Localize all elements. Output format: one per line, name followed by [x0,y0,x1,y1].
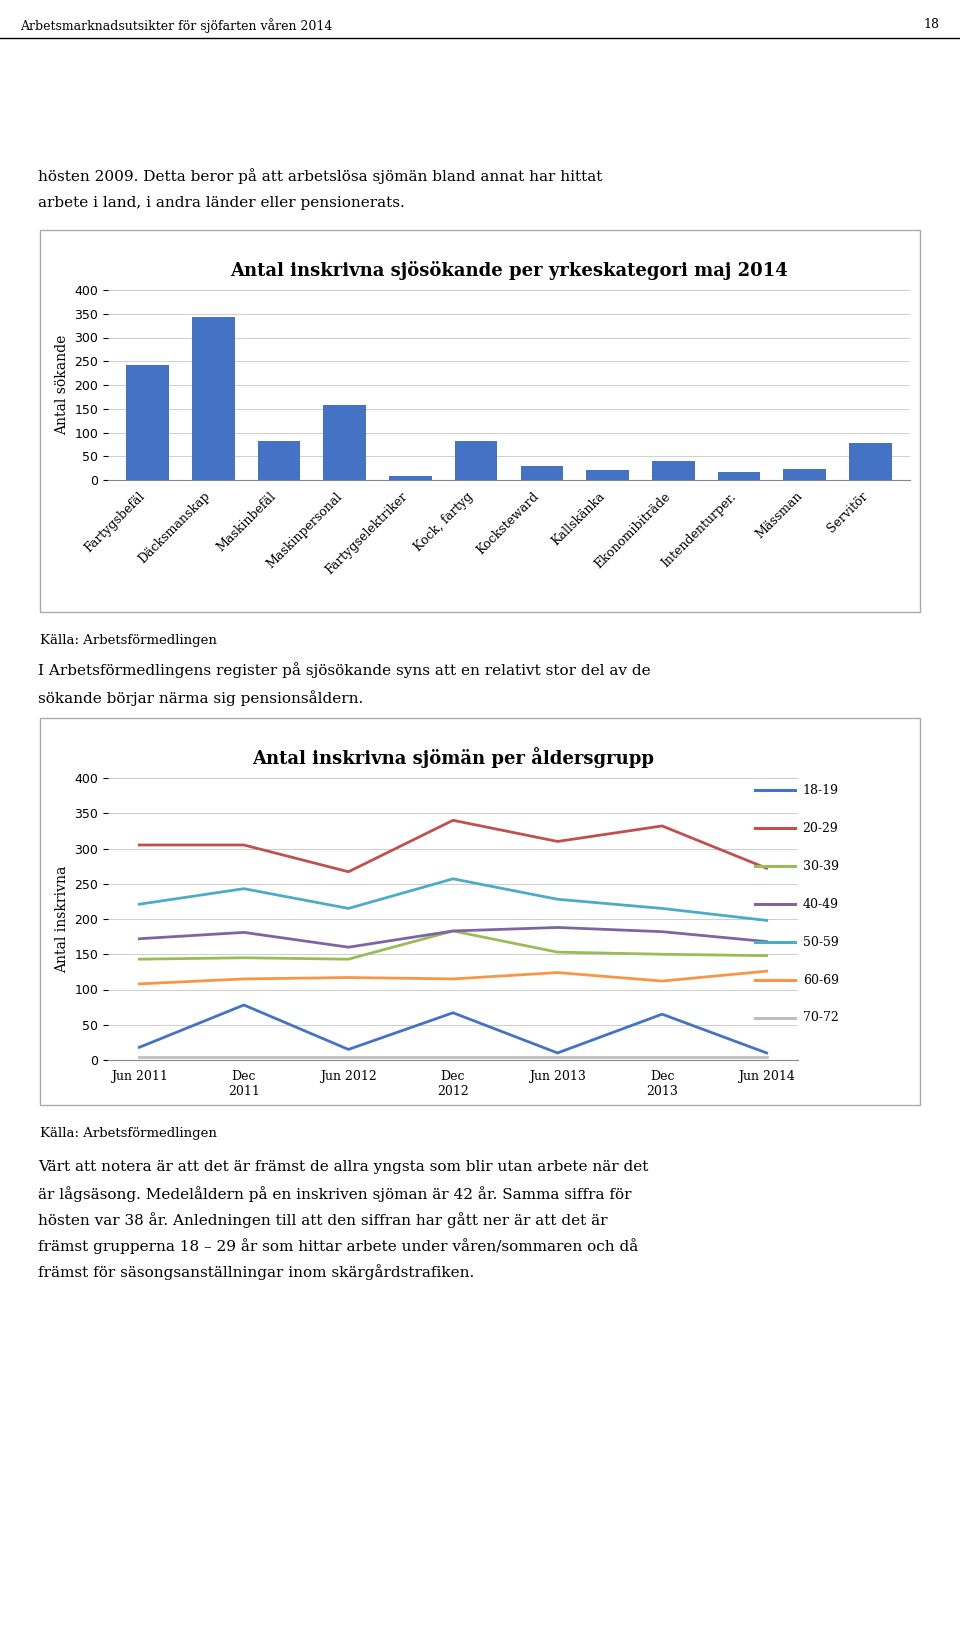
Text: 60-69: 60-69 [803,974,839,987]
Text: främst för säsongsanställningar inom skärgårdstrafiken.: främst för säsongsanställningar inom skä… [38,1264,474,1280]
Text: Källa: Arbetsförmedlingen: Källa: Arbetsförmedlingen [40,634,217,647]
Text: 30-39: 30-39 [803,860,839,873]
Text: 18-19: 18-19 [803,784,839,797]
Bar [587,469,629,481]
Bar [257,440,300,481]
Text: 20-29: 20-29 [803,821,838,834]
Y-axis label: Antal sökande: Antal sökande [55,336,69,435]
Text: 50-59: 50-59 [803,935,838,948]
Text: Värt att notera är att det är främst de allra yngsta som blir utan arbete när de: Värt att notera är att det är främst de … [38,1160,649,1175]
Text: 40-49: 40-49 [803,898,839,911]
Bar [192,318,234,481]
Text: hösten 2009. Detta beror på att arbetslösa sjömän bland annat har hittat: hösten 2009. Detta beror på att arbetslö… [38,168,603,184]
Bar [520,466,564,481]
Text: sökande börjar närma sig pensionsåldern.: sökande börjar närma sig pensionsåldern. [38,691,364,705]
Y-axis label: Antal inskrivna: Antal inskrivna [55,865,69,973]
Bar [850,443,892,481]
Text: 70-72: 70-72 [803,1012,838,1025]
Text: 18: 18 [924,18,940,31]
Text: Arbetsmarknadsutsikter för sjöfarten våren 2014: Arbetsmarknadsutsikter för sjöfarten vår… [20,18,332,33]
Text: Källa: Arbetsförmedlingen: Källa: Arbetsförmedlingen [40,1127,217,1140]
Bar [324,406,366,481]
Bar [126,365,169,481]
Title: Antal inskrivna sjömän per åldersgrupp: Antal inskrivna sjömän per åldersgrupp [252,748,654,769]
Text: främst grupperna 18 – 29 år som hittar arbete under våren/sommaren och då: främst grupperna 18 – 29 år som hittar a… [38,1238,638,1254]
Text: är lågsäsong. Medelåldern på en inskriven sjöman är 42 år. Samma siffra för: är lågsäsong. Medelåldern på en inskrive… [38,1186,632,1202]
Bar [652,461,695,481]
Text: I Arbetsförmedlingens register på sjösökande syns att en relativt stor del av de: I Arbetsförmedlingens register på sjösök… [38,661,651,678]
Text: arbete i land, i andra länder eller pensionerats.: arbete i land, i andra länder eller pens… [38,195,405,210]
Bar [718,472,760,481]
Text: hösten var 38 år. Anledningen till att den siffran har gått ner är att det är: hösten var 38 år. Anledningen till att d… [38,1212,608,1228]
Title: Antal inskrivna sjösökande per yrkeskategori maj 2014: Antal inskrivna sjösökande per yrkeskate… [230,261,788,280]
Bar [455,440,497,481]
Bar [783,469,827,481]
Bar [389,476,432,481]
